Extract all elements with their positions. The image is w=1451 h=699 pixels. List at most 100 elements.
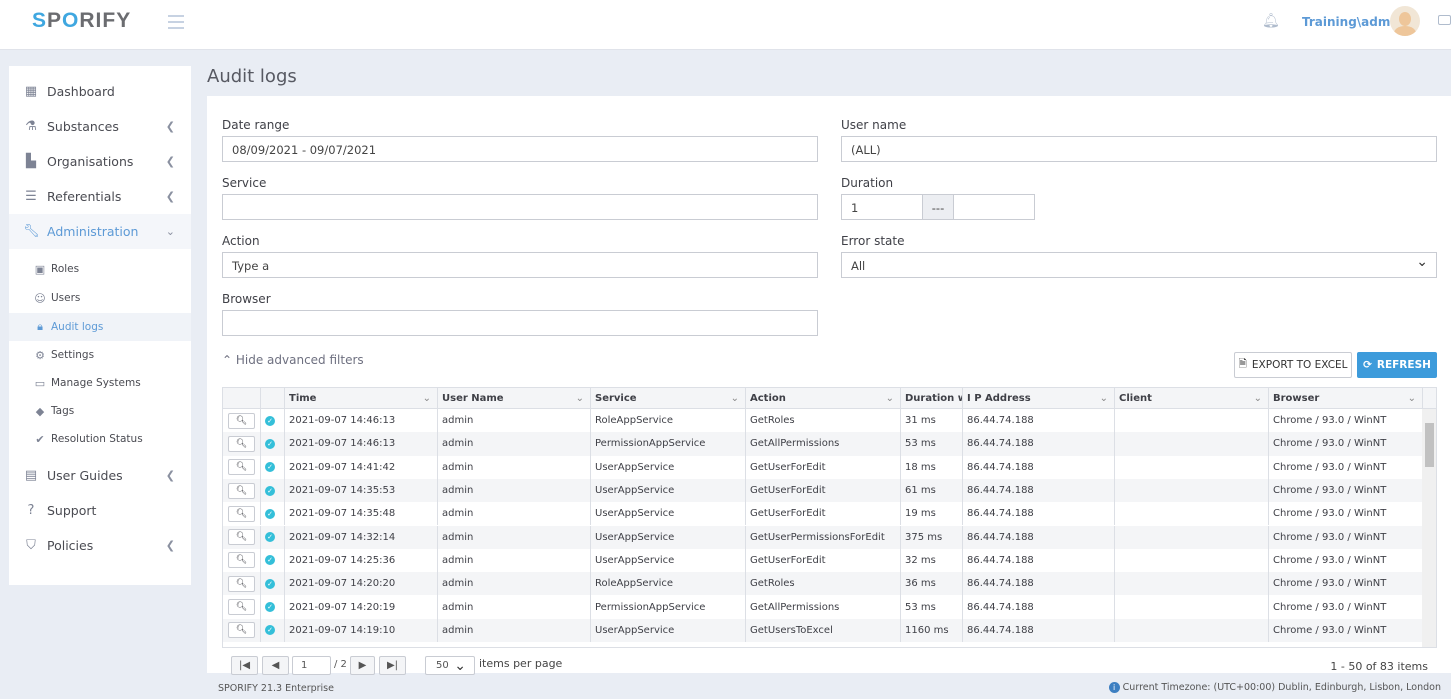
table-scrollbar[interactable] [1422,409,1436,647]
table-cell [1115,478,1269,503]
avatar[interactable] [1390,6,1420,36]
table-cell: Chrome / 93.0 / WinNT [1269,572,1423,596]
service-input[interactable] [222,194,818,220]
browser-input[interactable] [222,310,818,336]
export-to-excel-button[interactable]: 🗎 EXPORT TO EXCEL [1234,352,1352,378]
sidebar-sub-resolution-status[interactable]: ✔ Resolution Status [9,425,191,453]
column-header[interactable]: Time ⌄ [285,388,438,408]
table-cell: 53 ms [901,595,963,619]
table-cell [1115,455,1269,479]
hide-advanced-filters-link[interactable]: ⌃ Hide advanced filters [222,353,364,367]
table-row[interactable]: 🔍︎ ✓ 2021-09-07 14:35:48 admin UserAppServic… [223,502,1423,526]
refresh-button[interactable]: ⟳ REFRESH [1357,352,1437,378]
sidebar-sub-audit-logs[interactable]: 🔒︎ Audit logs [9,313,191,341]
table-cell: Chrome / 93.0 / WinNT [1269,502,1423,526]
sidebar-item-dashboard[interactable]: ▦ Dashboard [9,74,191,109]
column-header[interactable]: I P Address ⌄ [963,388,1115,408]
page-size-select[interactable]: 50 [425,656,475,675]
tags-icon: ◆ [35,404,45,418]
page-input[interactable]: 1 [292,656,331,675]
sidebar-sub-tags[interactable]: ◆ Tags [9,397,191,425]
logo[interactable]: SPORIFY [32,9,132,32]
table-cell: UserAppService [591,548,746,573]
search-icon[interactable]: 🔍︎ [228,435,255,452]
search-icon[interactable]: 🔍︎ [228,622,255,639]
chevron-left-icon: ❮ [165,155,175,168]
table-row[interactable]: 🔍︎ ✓ 2021-09-07 14:41:42 admin UserAppServic… [223,455,1423,479]
check-circle-icon: ✓ [265,462,275,473]
sidebar-item-organisations[interactable]: ▙ Organisations ❮ [9,144,191,179]
sidebar-item-administration[interactable]: 🔧︎ Administration ⌄ [9,214,191,249]
sidebar-item-user-guides[interactable]: ▤ User Guides ❮ [9,458,191,493]
search-icon[interactable]: 🔍︎ [228,482,255,499]
search-icon[interactable]: 🔍︎ [228,575,255,592]
table-cell: 86.44.74.188 [963,478,1115,503]
menu-toggle-icon[interactable] [168,15,184,33]
sidebar-sub-manage-systems[interactable]: ▭ Manage Systems [9,369,191,397]
column-header[interactable]: Client ⌄ [1115,388,1269,408]
check-circle-icon: ✓ [265,602,275,613]
chevron-down-icon[interactable]: ⌄ [885,392,894,404]
actions-cell: 🔍︎ [223,572,261,596]
column-header[interactable]: Action ⌄ [746,388,901,408]
chevron-down-icon[interactable]: ⌄ [422,392,431,404]
status-cell: ✓ [261,548,285,573]
table-row[interactable]: 🔍︎ ✓ 2021-09-07 14:25:36 admin UserAppServic… [223,548,1423,573]
chevron-down-icon[interactable]: ⌄ [1407,392,1416,404]
duration-max-input[interactable] [953,194,1035,220]
table-row[interactable]: 🔍︎ ✓ 2021-09-07 14:20:20 admin RoleAppServic… [223,572,1423,596]
table-row[interactable]: 🔍︎ ✓ 2021-09-07 14:46:13 admin PermissionApp… [223,432,1423,456]
table-cell: 2021-09-07 14:35:53 [285,478,438,503]
last-page-button[interactable]: ▶| [379,656,406,675]
action-input[interactable]: Type a [222,252,818,278]
status-cell: ✓ [261,478,285,503]
duration-min-input[interactable]: 1 [841,194,923,220]
error-state-select[interactable]: All [841,252,1437,278]
table-cell: GetUserForEdit [746,548,901,573]
prev-page-button[interactable]: ◀ [262,656,289,675]
sidebar-item-support[interactable]: ? Support [9,493,191,528]
table-row[interactable]: 🔍︎ ✓ 2021-09-07 14:20:19 admin PermissionApp… [223,595,1423,619]
table-row[interactable]: 🔍︎ ✓ 2021-09-07 14:32:14 admin UserAppServic… [223,525,1423,549]
chevron-down-icon[interactable]: ⌄ [1253,392,1262,404]
sidebar-sub-roles[interactable]: ▣ Roles [9,255,191,283]
column-header[interactable]: Service ⌄ [591,388,746,408]
sidebar-item-policies[interactable]: ⛉ Policies ❮ [9,528,191,563]
search-icon[interactable]: 🔍︎ [228,552,255,569]
info-icon: i [1108,682,1120,693]
user-name-input[interactable]: (ALL) [841,136,1437,162]
table-row[interactable]: 🔍︎ ✓ 2021-09-07 14:19:10 admin UserAppServic… [223,618,1423,642]
sidebar-sub-settings[interactable]: ⚙ Settings [9,341,191,369]
search-icon[interactable]: 🔍︎ [228,505,255,522]
actions-cell: 🔍︎ [223,595,261,619]
search-icon[interactable]: 🔍︎ [228,529,255,546]
bell-icon[interactable]: 🔔︎ [1262,13,1280,29]
page-title: Audit logs [207,66,297,87]
user-name[interactable]: Training\admin [1302,15,1404,29]
sidebar-sub-users[interactable]: ☺ Users [9,284,191,312]
status-cell: ✓ [261,595,285,619]
first-page-button[interactable]: |◀ [231,656,258,675]
sidebar-item-referentials[interactable]: ☰ Referentials ❮ [9,179,191,214]
chevron-down-icon: ⌄ [165,225,175,238]
search-icon[interactable]: 🔍︎ [228,599,255,616]
next-page-button[interactable]: ▶ [350,656,375,675]
column-header[interactable]: Browser ⌄ [1269,388,1423,408]
status-cell: ✓ [261,455,285,479]
label: Audit logs [51,321,104,333]
table-row[interactable]: 🔍︎ ✓ 2021-09-07 14:46:13 admin RoleAppServic… [223,409,1423,433]
chevron-down-icon[interactable]: ⌄ [575,392,584,404]
date-range-input[interactable]: 08/09/2021 - 09/07/2021 [222,136,818,162]
status-cell: ✓ [261,409,285,433]
sidebar-item-substances[interactable]: ⚗ Substances ❮ [9,109,191,144]
search-icon[interactable]: 🔍︎ [228,459,255,476]
chevron-down-icon[interactable]: ⌄ [1099,392,1108,404]
table-cell: GetAllPermissions [746,595,901,619]
table-cell: admin [438,548,591,573]
table-row[interactable]: 🔍︎ ✓ 2021-09-07 14:35:53 admin UserAppServic… [223,478,1423,503]
chevron-down-icon[interactable]: ⌄ [730,392,739,404]
chat-icon[interactable] [1438,15,1451,25]
column-header[interactable]: User Name ⌄ [438,388,591,408]
search-icon[interactable]: 🔍︎ [228,412,255,429]
column-header[interactable]: Duration w... [901,388,963,408]
